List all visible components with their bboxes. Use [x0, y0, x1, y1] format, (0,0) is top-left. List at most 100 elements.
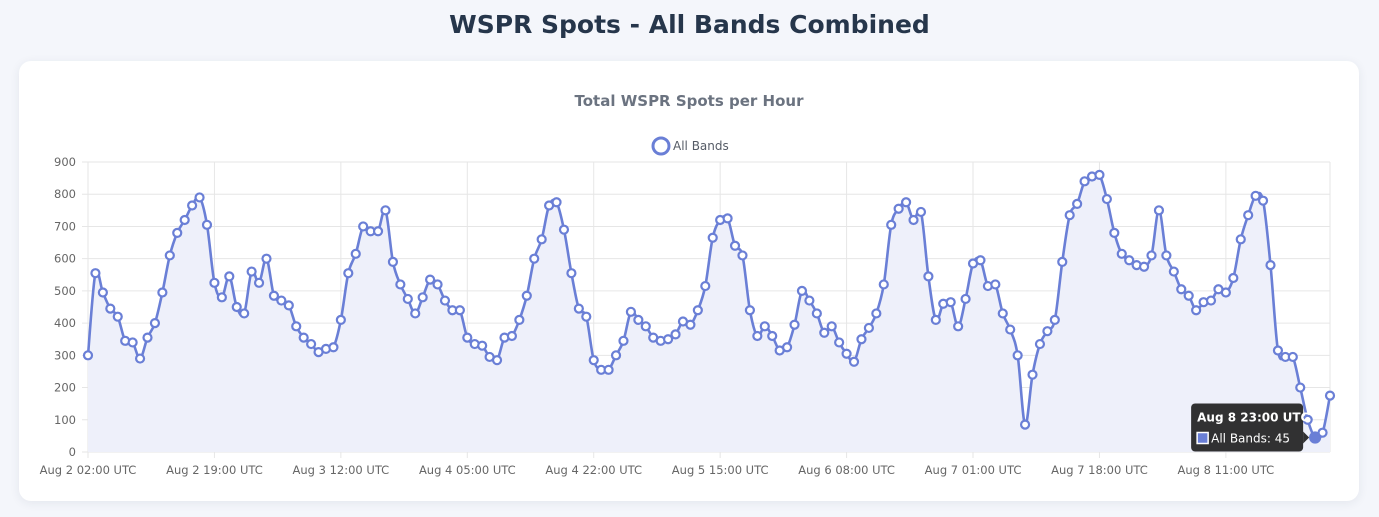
- legend-label[interactable]: All Bands: [673, 139, 729, 153]
- data-point: [179, 214, 190, 226]
- data-point: [239, 308, 250, 319]
- series-area: [88, 173, 1330, 452]
- x-axis: Aug 2 02:00 UTC Aug 2 19:00 UTC Aug 3 12:0…: [40, 463, 1275, 477]
- data-point: [328, 342, 339, 353]
- data-point: [172, 227, 183, 238]
- data-point: [945, 297, 956, 308]
- data-point: [618, 335, 629, 346]
- data-point: [1138, 261, 1150, 272]
- data-point: [253, 277, 265, 288]
- data-point: [350, 248, 361, 259]
- y-axis: 0 100 200 300 400 500 600 700 800 900: [54, 155, 76, 459]
- data-point: [759, 321, 770, 332]
- data-point: [722, 213, 733, 224]
- chart-title: Total WSPR Spots per Hour: [575, 92, 805, 110]
- data-point: [588, 355, 599, 366]
- data-point: [306, 338, 317, 350]
- data-point: [187, 200, 198, 211]
- data-point: [767, 330, 778, 342]
- data-point: [268, 290, 280, 301]
- data-point: [97, 287, 108, 298]
- data-point: [1317, 427, 1328, 438]
- data-point: [975, 255, 986, 266]
- data-point: [216, 292, 227, 303]
- data-point: [789, 319, 800, 330]
- data-point: [387, 256, 399, 267]
- x-tick-label: Aug 4 22:00 UTC: [545, 463, 642, 477]
- data-point: [1079, 176, 1090, 187]
- data-point: [1324, 390, 1336, 401]
- y-tick-label: 0: [69, 445, 76, 459]
- data-point: [729, 240, 741, 251]
- data-point: [692, 305, 703, 316]
- legend-marker-icon[interactable]: [651, 136, 671, 156]
- data-point: [1057, 256, 1068, 267]
- page-title: WSPR Spots - All Bands Combined: [449, 10, 930, 39]
- y-tick-label: 400: [54, 316, 76, 330]
- data-point: [291, 321, 302, 332]
- data-point: [462, 332, 473, 343]
- data-point: [1287, 351, 1298, 363]
- tooltip-label: All Bands: 45: [1211, 432, 1290, 446]
- data-point: [246, 266, 257, 277]
- data-point: [201, 219, 213, 230]
- data-point: [1153, 205, 1165, 216]
- data-point: [1109, 227, 1120, 238]
- chart-card: Total WSPR Spots per Hour All Bands 0 100…: [19, 61, 1359, 501]
- data-point: [149, 318, 161, 329]
- data-point: [506, 330, 518, 342]
- data-point: [521, 290, 532, 301]
- data-point: [439, 295, 451, 306]
- data-point: [1272, 345, 1284, 356]
- data-point: [298, 332, 309, 343]
- data-point: [529, 253, 540, 264]
- data-point: [1243, 210, 1254, 221]
- x-tick-label: Aug 7 01:00 UTC: [925, 463, 1022, 477]
- data-point: [1205, 295, 1217, 306]
- data-point: [1146, 250, 1157, 261]
- data-point: [1257, 195, 1269, 206]
- data-point: [410, 308, 421, 319]
- data-point: [1228, 272, 1239, 284]
- data-point: [819, 327, 830, 338]
- data-point: [923, 271, 934, 282]
- data-point: [1191, 305, 1202, 316]
- data-point: [633, 314, 644, 325]
- data-point: [536, 234, 547, 245]
- data-point: [1176, 284, 1187, 295]
- data-point: [276, 295, 287, 306]
- x-tick-label: Aug 6 08:00 UTC: [798, 463, 895, 477]
- data-point: [581, 311, 592, 322]
- data-point: [640, 321, 651, 332]
- data-point: [127, 337, 138, 348]
- data-point: [707, 232, 718, 243]
- y-tick-label: 700: [54, 219, 76, 233]
- data-point: [871, 308, 882, 319]
- x-tick-label: Aug 2 02:00 UTC: [40, 463, 137, 477]
- data-point: [1250, 190, 1261, 201]
- data-point: [811, 308, 822, 319]
- data-point: [1101, 193, 1112, 205]
- data-point: [610, 350, 622, 361]
- data-point: [1094, 169, 1105, 180]
- data-point: [134, 353, 146, 364]
- data-point: [893, 203, 904, 214]
- data-point: [432, 279, 443, 290]
- data-point: [804, 295, 815, 306]
- data-point: [1168, 266, 1179, 277]
- x-tick-label: Aug 7 18:00 UTC: [1051, 463, 1148, 477]
- tooltip-title: Aug 8 23:00 UTC: [1197, 411, 1309, 425]
- data-point: [603, 364, 614, 375]
- data-point: [194, 192, 205, 203]
- data-point: [224, 271, 235, 282]
- data-point: [796, 285, 808, 296]
- line-chart[interactable]: Total WSPR Spots per Hour All Bands 0 100…: [19, 61, 1359, 501]
- data-point: [261, 253, 272, 264]
- data-point: [670, 329, 681, 340]
- data-point: [372, 226, 384, 237]
- legend[interactable]: All Bands: [651, 136, 729, 156]
- data-point: [105, 303, 116, 314]
- data-point: [997, 308, 1008, 319]
- data-point: [953, 321, 964, 332]
- data-point: [1309, 431, 1322, 444]
